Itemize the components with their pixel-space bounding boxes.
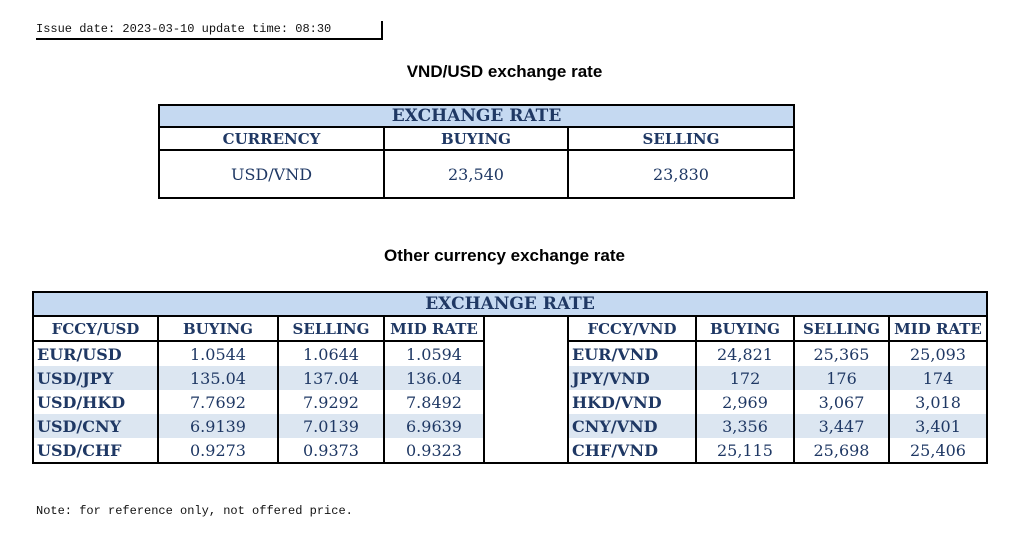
spacer bbox=[483, 414, 569, 438]
rate-cell: 6.9139 bbox=[157, 414, 279, 438]
table-row: USD/CNY 6.9139 7.0139 6.9639 CNY/VND 3,356 3,4… bbox=[32, 414, 988, 438]
currency-pair: USD/JPY bbox=[32, 366, 159, 390]
col-header: SELLING bbox=[277, 316, 385, 342]
rate-cell: 1.0594 bbox=[383, 341, 485, 366]
rate-cell: 25,115 bbox=[695, 438, 795, 463]
col-header: FCCY/VND bbox=[567, 316, 697, 342]
table-row: USD/CHF 0.9273 0.9373 0.9323 CHF/VND 25,115 25… bbox=[32, 438, 988, 463]
rate-cell: 3,401 bbox=[888, 414, 988, 438]
rate-cell: 7.0139 bbox=[277, 414, 385, 438]
rate-cell: 25,365 bbox=[793, 341, 890, 366]
col-header: MID RATE bbox=[888, 316, 988, 342]
currency-pair: EUR/USD bbox=[32, 341, 159, 366]
buying: 23,540 bbox=[383, 149, 569, 199]
rate-cell: 7.8492 bbox=[383, 390, 485, 414]
table-row: EUR/USD 1.0544 1.0644 1.0594 EUR/VND 24,821 25… bbox=[32, 341, 988, 366]
spacer bbox=[483, 390, 569, 414]
rate-cell: 137.04 bbox=[277, 366, 385, 390]
currency-pair: HKD/VND bbox=[567, 390, 697, 414]
other-rates-table: EXCHANGE RATE FCCY/USD BUYING SELLING MID R… bbox=[32, 291, 988, 464]
rate-cell: 25,406 bbox=[888, 438, 988, 463]
spacer bbox=[483, 341, 569, 366]
selling: 23,830 bbox=[567, 149, 795, 199]
currency: USD/VND bbox=[158, 149, 385, 199]
spacer bbox=[483, 366, 569, 390]
rate-cell: 176 bbox=[793, 366, 890, 390]
table-header: EXCHANGE RATE bbox=[158, 104, 795, 128]
rate-cell: 136.04 bbox=[383, 366, 485, 390]
rate-cell: 0.9273 bbox=[157, 438, 279, 463]
col-currency: CURRENCY bbox=[158, 126, 385, 151]
rate-cell: 7.7692 bbox=[157, 390, 279, 414]
table-row: USD/HKD 7.7692 7.9292 7.8492 HKD/VND 2,969 3,0… bbox=[32, 390, 988, 414]
table-header: EXCHANGE RATE bbox=[32, 292, 988, 317]
col-buying: BUYING bbox=[383, 126, 569, 151]
rate-cell: 2,969 bbox=[695, 390, 795, 414]
rate-cell: 135.04 bbox=[157, 366, 279, 390]
col-header: MID RATE bbox=[383, 316, 485, 342]
rate-cell: 25,093 bbox=[888, 341, 988, 366]
rate-cell: 0.9323 bbox=[383, 438, 485, 463]
rate-cell: 1.0644 bbox=[277, 341, 385, 366]
usd-vnd-table: EXCHANGE RATE CURRENCY BUYING SELLING USD/… bbox=[158, 104, 795, 199]
col-header: FCCY/USD bbox=[32, 316, 159, 342]
rate-cell: 3,356 bbox=[695, 414, 795, 438]
rate-cell: 0.9373 bbox=[277, 438, 385, 463]
rate-cell: 174 bbox=[888, 366, 988, 390]
rate-cell: 24,821 bbox=[695, 341, 795, 366]
rate-cell: 7.9292 bbox=[277, 390, 385, 414]
rate-cell: 172 bbox=[695, 366, 795, 390]
currency-pair: CNY/VND bbox=[567, 414, 697, 438]
rate-cell: 6.9639 bbox=[383, 414, 485, 438]
rate-cell: 3,018 bbox=[888, 390, 988, 414]
table-row: USD/VND 23,540 23,830 bbox=[158, 149, 795, 199]
col-header: BUYING bbox=[157, 316, 279, 342]
note: Note: for reference only, not offered pr… bbox=[36, 504, 353, 518]
col-header: BUYING bbox=[695, 316, 795, 342]
rate-cell: 1.0544 bbox=[157, 341, 279, 366]
rate-cell: 3,447 bbox=[793, 414, 890, 438]
currency-pair: JPY/VND bbox=[567, 366, 697, 390]
currency-pair: EUR/VND bbox=[567, 341, 697, 366]
issue-date: Issue date: 2023-03-10 update time: 08:3… bbox=[36, 22, 332, 36]
spacer bbox=[483, 438, 569, 463]
currency-pair: USD/CHF bbox=[32, 438, 159, 463]
table-row: USD/JPY 135.04 137.04 136.04 JPY/VND 172 176 17… bbox=[32, 366, 988, 390]
usd-title: VND/USD exchange rate bbox=[406, 62, 603, 81]
col-selling: SELLING bbox=[567, 126, 795, 151]
currency-pair: CHF/VND bbox=[567, 438, 697, 463]
col-header: SELLING bbox=[793, 316, 890, 342]
currency-pair: USD/CNY bbox=[32, 414, 159, 438]
rate-cell: 25,698 bbox=[793, 438, 890, 463]
currency-pair: USD/HKD bbox=[32, 390, 159, 414]
issue-date-box: Issue date: 2023-03-10 update time: 08:3… bbox=[36, 21, 383, 40]
other-title: Other currency exchange rate bbox=[384, 246, 625, 265]
spacer bbox=[483, 316, 569, 341]
rate-cell: 3,067 bbox=[793, 390, 890, 414]
